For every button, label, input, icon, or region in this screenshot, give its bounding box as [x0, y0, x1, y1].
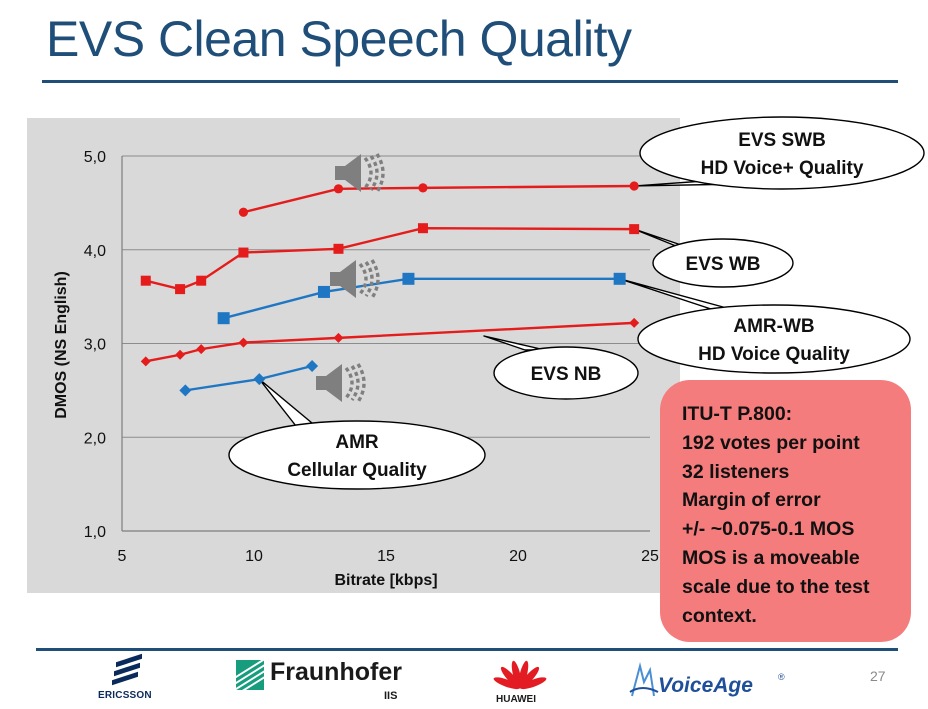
callout-text: EVS SWB — [738, 130, 826, 151]
callout-evs_swb: EVS SWB HD Voice+ Quality — [633, 116, 925, 190]
chart-axes — [121, 156, 650, 532]
callout-bubble — [637, 304, 911, 374]
ericsson-wordmark: ERICSSON — [98, 690, 152, 701]
callout-evs_nb: EVS NB — [483, 335, 639, 400]
huawei-flower-icon — [493, 660, 547, 690]
data-point — [140, 356, 151, 367]
note-line: Margin of error — [682, 489, 821, 512]
data-point — [238, 207, 249, 217]
data-point — [317, 285, 330, 298]
voiceage-wordmark: VoiceAge — [658, 674, 753, 697]
callout-text: HD Voice Quality — [698, 344, 850, 365]
series-evs_nb — [140, 317, 640, 367]
data-point — [238, 337, 249, 348]
fraunhofer-institute: IIS — [384, 690, 398, 702]
note-line: 192 votes per point — [682, 431, 860, 454]
y-tick-label: 2,0 — [84, 430, 106, 447]
y-tick-label: 5,0 — [84, 149, 106, 166]
data-point — [613, 272, 626, 285]
callout-bubble — [228, 420, 486, 490]
ericsson-logo: ERICSSON — [98, 653, 158, 706]
dmos-line-chart: 1,02,03,04,05,05 10 15 20 25 Bitrate [kbps] … — [27, 116, 925, 593]
x-tick-label: 5 — [118, 548, 127, 565]
speaker-icon[interactable] — [316, 363, 366, 403]
data-point — [333, 243, 344, 254]
data-point — [175, 349, 186, 360]
x-tick-label: 15 — [377, 548, 395, 565]
note-line: context. — [682, 604, 757, 627]
ericsson-mark-icon — [112, 653, 144, 686]
data-point — [417, 223, 428, 234]
chart-series — [140, 181, 640, 397]
data-point — [629, 224, 640, 235]
fraunhofer-mark-icon — [236, 660, 264, 690]
speaker-icon[interactable] — [330, 259, 380, 299]
note-line: 32 listeners — [682, 460, 790, 483]
footer-divider — [36, 648, 898, 651]
audio-samples — [316, 153, 385, 403]
data-point — [217, 312, 230, 325]
voiceage-mark-icon — [629, 662, 659, 697]
data-point — [253, 373, 266, 386]
callout-amr: AMR Cellular Quality — [228, 378, 486, 490]
test-info-note: ITU-T P.800: 192 votes per point 32 list… — [660, 380, 911, 642]
series-amr — [179, 360, 319, 397]
speaker-icon[interactable] — [335, 153, 385, 193]
callout-text: EVS WB — [686, 254, 761, 275]
note-line: +/- ~0.075-0.1 MOS — [682, 518, 855, 541]
data-point — [196, 344, 207, 355]
data-point — [140, 275, 151, 286]
y-tick-label: 1,0 — [84, 524, 106, 541]
data-point — [196, 275, 207, 286]
data-point — [175, 284, 186, 295]
note-line: scale due to the test — [682, 575, 870, 598]
data-point — [418, 183, 428, 193]
series-line — [145, 321, 635, 363]
series-callouts: EVS SWB HD Voice+ Quality EVS WB AMR-WB HD V… — [228, 116, 925, 490]
data-point — [238, 247, 249, 258]
callout-text: EVS NB — [531, 364, 602, 385]
x-tick-label: 10 — [245, 548, 263, 565]
chart-tick-labels: 1,0 2,0 3,0 4,0 5,0 5 10 15 20 25 — [84, 149, 659, 565]
data-point — [306, 360, 319, 372]
title-divider — [42, 80, 898, 83]
x-axis-label: Bitrate [kbps] — [334, 572, 437, 589]
data-point — [402, 272, 415, 285]
x-tick-label: 25 — [641, 548, 659, 565]
data-point — [179, 384, 192, 397]
callout-text: AMR — [335, 432, 379, 453]
series-evs_wb — [140, 223, 640, 295]
fraunhofer-logo: Fraunhofer IIS — [236, 658, 406, 706]
x-tick-label: 20 — [509, 548, 527, 565]
data-point — [333, 332, 344, 343]
note-line: ITU-T P.800: — [682, 403, 793, 425]
data-point — [629, 317, 640, 328]
callout-text: Cellular Quality — [287, 460, 427, 481]
callout-bubble — [652, 238, 794, 288]
callout-bubble — [493, 346, 639, 400]
data-point — [333, 184, 344, 194]
callout-amr_wb: AMR-WB HD Voice Quality — [618, 278, 911, 374]
page-number: 27 — [870, 668, 886, 684]
y-tick-label: 4,0 — [84, 243, 106, 260]
note-line: MOS is a moveable — [682, 546, 860, 569]
y-tick-label: 3,0 — [84, 337, 106, 354]
fraunhofer-wordmark: Fraunhofer — [270, 658, 402, 686]
voiceage-logo: VoiceAge ® — [628, 660, 798, 706]
callout-text: HD Voice+ Quality — [701, 158, 864, 179]
huawei-wordmark: HUAWEI — [496, 694, 536, 705]
y-axis-label: DMOS (NS English) — [53, 271, 70, 419]
slide-title: EVS Clean Speech Quality — [46, 11, 632, 67]
data-point — [629, 181, 639, 191]
huawei-logo: HUAWEI — [490, 656, 550, 706]
callout-bubble — [639, 116, 925, 190]
callout-evs_wb: EVS WB — [633, 228, 794, 288]
callout-text: AMR-WB — [733, 316, 814, 337]
voiceage-registered-mark: ® — [778, 672, 785, 682]
